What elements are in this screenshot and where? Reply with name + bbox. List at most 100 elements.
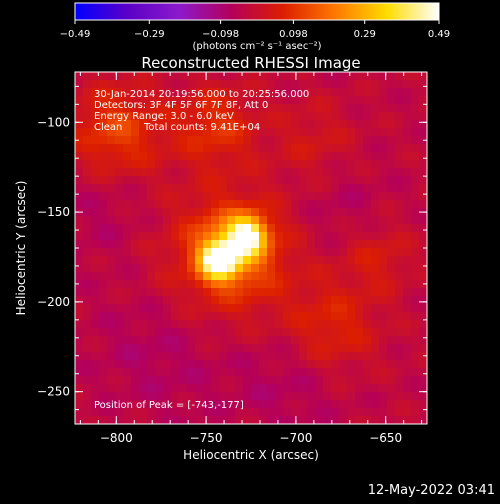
heatmap-cell [203, 208, 212, 217]
heatmap-cell [315, 160, 324, 169]
heatmap-cell [411, 280, 420, 289]
heatmap-cell [123, 400, 132, 409]
heatmap-cell [251, 312, 260, 321]
heatmap-cell [219, 136, 228, 145]
heatmap-cell [91, 392, 100, 401]
heatmap-cell [331, 368, 340, 377]
heatmap-cell [283, 200, 292, 209]
heatmap-cell [155, 104, 164, 113]
heatmap-cell [195, 240, 204, 249]
heatmap-cell [315, 360, 324, 369]
heatmap-cell [91, 296, 100, 305]
heatmap-cell [235, 136, 244, 145]
heatmap-cell [331, 416, 340, 424]
heatmap-cell [347, 160, 356, 169]
heatmap-cell [139, 72, 148, 81]
heatmap-cell [171, 392, 180, 401]
heatmap-cell [283, 256, 292, 265]
heatmap-cell [115, 216, 124, 225]
heatmap-cell [91, 352, 100, 361]
heatmap-cell [331, 72, 340, 81]
heatmap-cell [395, 368, 404, 377]
heatmap-cell [243, 224, 252, 233]
heatmap-cell [331, 224, 340, 233]
heatmap-cell [123, 352, 132, 361]
heatmap-cell [203, 104, 212, 113]
heatmap-cell [187, 360, 196, 369]
heatmap-cell [147, 136, 156, 145]
heatmap-cell [395, 80, 404, 89]
heatmap-cell [115, 160, 124, 169]
heatmap-cell [363, 168, 372, 177]
heatmap-cell [283, 392, 292, 401]
heatmap-cell [203, 144, 212, 153]
heatmap-cell [155, 176, 164, 185]
heatmap-cell [99, 392, 108, 401]
heatmap-cell [251, 88, 260, 97]
heatmap-cell [251, 344, 260, 353]
heatmap-cell [107, 216, 116, 225]
heatmap-cell [107, 112, 116, 121]
heatmap-cell [139, 384, 148, 393]
heatmap-cell [363, 408, 372, 417]
heatmap-cell [235, 176, 244, 185]
heatmap-cell [75, 344, 84, 353]
heatmap-cell [299, 96, 308, 105]
heatmap-cell [275, 80, 284, 89]
heatmap-cell [187, 256, 196, 265]
heatmap-cell [395, 144, 404, 153]
colorbar-tick-label: −0.098 [202, 29, 239, 40]
heatmap-cell [419, 368, 427, 377]
heatmap-cell [83, 96, 92, 105]
heatmap-cell [299, 152, 308, 161]
heatmap-cell [139, 120, 148, 129]
heatmap-cell [91, 408, 100, 417]
heatmap-cell [395, 128, 404, 137]
heatmap-cell [299, 184, 308, 193]
heatmap-cell [283, 360, 292, 369]
heatmap-cell [115, 320, 124, 329]
heatmap-cell [155, 336, 164, 345]
heatmap-cell [75, 96, 84, 105]
heatmap-cell [315, 408, 324, 417]
heatmap-cell [195, 408, 204, 417]
heatmap-cell [387, 400, 396, 409]
heatmap-cell [131, 104, 140, 113]
heatmap-cell [387, 88, 396, 97]
heatmap-cell [219, 320, 228, 329]
heatmap-cell [155, 328, 164, 337]
heatmap-cell [91, 152, 100, 161]
heatmap-cell [259, 408, 268, 417]
heatmap-cell [387, 192, 396, 201]
heatmap-cell [379, 184, 388, 193]
heatmap-cell [75, 360, 84, 369]
heatmap-cell [315, 128, 324, 137]
heatmap-cell [131, 184, 140, 193]
heatmap-cell [211, 192, 220, 201]
heatmap-cell [211, 400, 220, 409]
heatmap-cell [331, 408, 340, 417]
heatmap-cell [387, 376, 396, 385]
heatmap-cell [395, 360, 404, 369]
heatmap-cell [419, 344, 427, 353]
heatmap-cell [107, 280, 116, 289]
heatmap-cell [419, 160, 427, 169]
heatmap-cell [115, 240, 124, 249]
heatmap-cell [187, 144, 196, 153]
heatmap-cell [203, 416, 212, 424]
heatmap-cell [379, 112, 388, 121]
heatmap-cell [115, 272, 124, 281]
heatmap-cell [307, 224, 316, 233]
heatmap-cell [363, 160, 372, 169]
heatmap-cell [211, 160, 220, 169]
heatmap-cell [339, 288, 348, 297]
heatmap-cell [323, 344, 332, 353]
heatmap-cell [411, 216, 420, 225]
heatmap-cell [131, 280, 140, 289]
heatmap-cell [403, 96, 412, 105]
heatmap-cell [347, 256, 356, 265]
heatmap-cell [355, 120, 364, 129]
heatmap-cell [283, 248, 292, 257]
heatmap-cell [251, 160, 260, 169]
heatmap-cell [243, 144, 252, 153]
